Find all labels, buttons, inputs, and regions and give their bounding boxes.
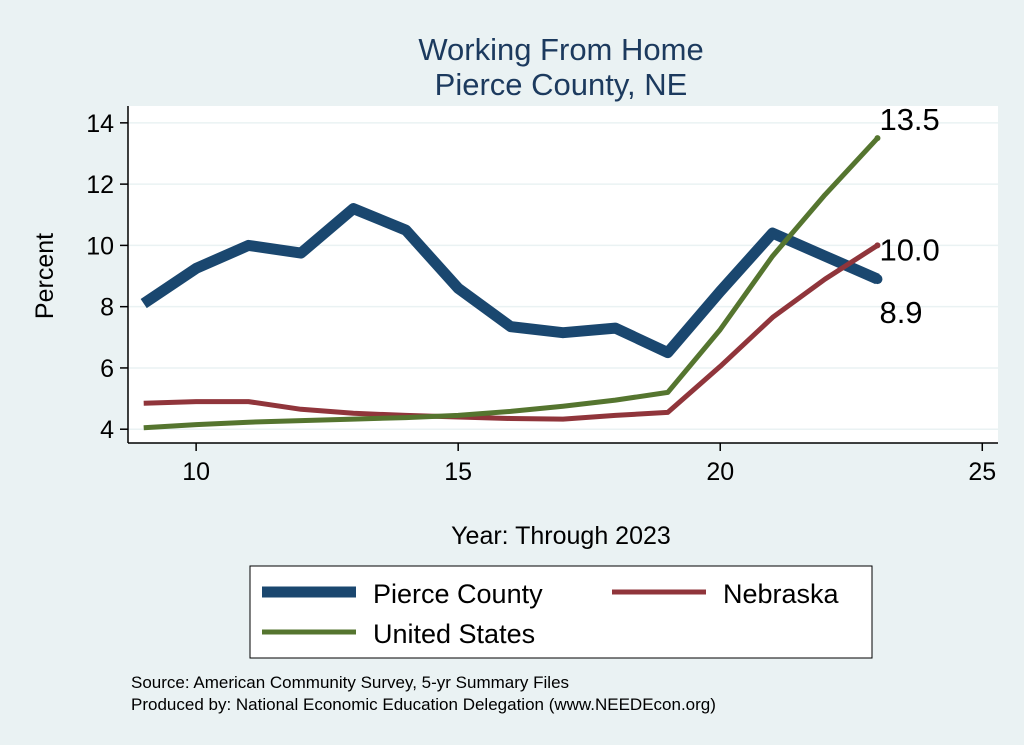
- series-line-nebraska: [143, 243, 879, 422]
- source-line-2: Produced by: National Economic Education…: [131, 695, 716, 714]
- end-label-nebraska: 10.0: [879, 232, 939, 267]
- y-tick-label: 12: [86, 171, 114, 199]
- y-tick-label: 6: [100, 355, 114, 383]
- legend-label-pierce-county: Pierce County: [373, 579, 543, 609]
- axes-layer: 4 6 8 10 12 14 10 15 20 25: [86, 106, 998, 486]
- y-tick-label: 8: [100, 294, 114, 322]
- end-label-layer: 8.9 10.0 13.5: [879, 102, 939, 330]
- source-line-1: Source: American Community Survey, 5-yr …: [131, 673, 569, 692]
- x-tick-label: 20: [706, 458, 734, 486]
- series-end-point: [872, 274, 883, 285]
- end-label-united-states: 13.5: [879, 102, 939, 137]
- end-label-pierce-county: 8.9: [879, 295, 922, 330]
- x-axis-title: Year: Through 2023: [451, 522, 671, 550]
- series-line-pierce-county: [140, 203, 880, 359]
- legend-label-united-states: United States: [373, 619, 535, 649]
- y-tick-label: 14: [86, 110, 114, 138]
- legend-box: [249, 565, 873, 659]
- chart-title-line-2: Pierce County, NE: [435, 67, 688, 102]
- series-end-point: [874, 242, 881, 249]
- chart-title-line-1: Working From Home: [418, 32, 703, 67]
- series-layer: [140, 135, 883, 431]
- legend-label-nebraska: Nebraska: [723, 579, 840, 609]
- series-line-united-states: [143, 136, 880, 431]
- y-tick-label: 4: [100, 416, 114, 444]
- x-tick-label: 15: [444, 458, 472, 486]
- series-end-point: [874, 135, 881, 142]
- x-tick-label: 25: [968, 458, 996, 486]
- x-tick-label: 10: [182, 458, 210, 486]
- y-tick-label: 10: [86, 232, 114, 260]
- legend: Pierce County Nebraska United States: [249, 565, 873, 659]
- y-axis-title: Percent: [31, 233, 59, 319]
